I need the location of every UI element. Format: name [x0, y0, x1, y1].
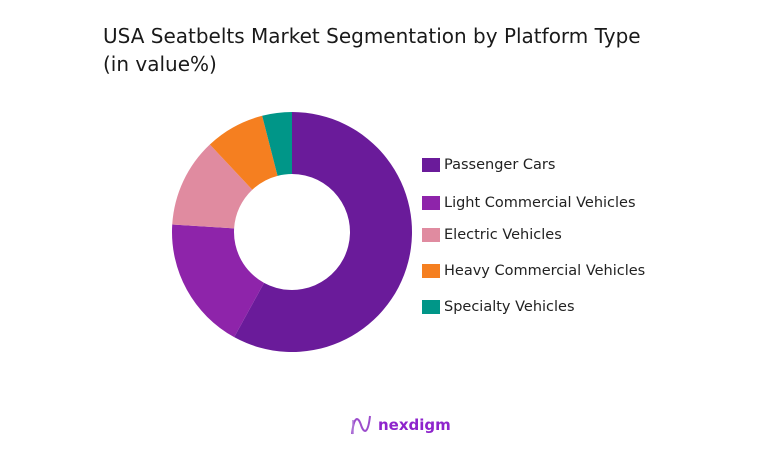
legend-swatch: [422, 196, 440, 210]
legend-item: Specialty Vehicles: [422, 298, 575, 316]
legend-label: Electric Vehicles: [444, 227, 562, 243]
legend-item: Electric Vehicles: [422, 226, 562, 244]
nexdigm-logo: nexdigm: [350, 414, 451, 436]
nexdigm-logo-text: nexdigm: [378, 416, 451, 434]
legend-item: Heavy Commercial Vehicles: [422, 262, 645, 280]
slice-light-commercial-vehicles: [172, 224, 265, 338]
nexdigm-logo-icon: [351, 415, 371, 435]
slice-specialty-vehicles: [262, 112, 292, 176]
legend-label: Passenger Cars: [444, 157, 556, 173]
title-line-1: USA Seatbelts Market Segmentation by Pla…: [103, 24, 641, 48]
legend-label: Light Commercial Vehicles: [444, 195, 636, 211]
slice-electric-vehicles: [172, 144, 253, 229]
legend-label: Specialty Vehicles: [444, 299, 575, 315]
legend-swatch: [422, 228, 440, 242]
legend-swatch: [422, 158, 440, 172]
legend-item: Passenger Cars: [422, 156, 555, 174]
legend-swatch: [422, 300, 440, 314]
legend-label: Heavy Commercial Vehicles: [444, 263, 646, 279]
legend-swatch: [422, 264, 440, 278]
slice-passenger-cars: [234, 112, 413, 352]
legend-item: Light Commercial Vehicles: [422, 194, 636, 212]
title-line-2: (in value%): [103, 52, 217, 76]
chart-title: USA Seatbelts Market Segmentation by Pla…: [103, 22, 703, 78]
slice-heavy-commercial-vehicles: [209, 115, 278, 190]
